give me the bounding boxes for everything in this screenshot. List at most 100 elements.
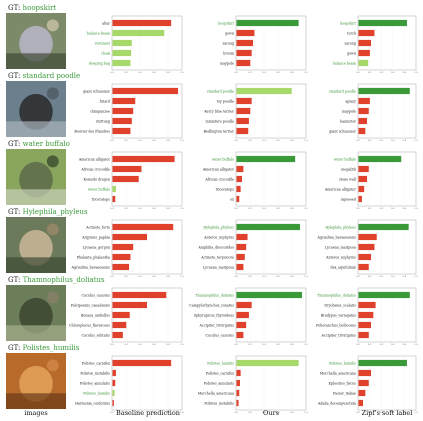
category-label: Agraulina_bavaenensis [71, 266, 111, 270]
x-tick-label: 0.0 [234, 207, 238, 210]
gt-title: GT: hoopskirt [8, 4, 56, 12]
x-tick-label: 0.0 [356, 71, 360, 74]
category-label: sarong [223, 42, 235, 46]
image-ground [6, 121, 66, 137]
bar [358, 301, 376, 309]
gt-class-name: hoopskirt [23, 4, 57, 12]
gt-title: GT: Hylephila_phyleus [8, 208, 88, 216]
x-tick-label: 0.8 [166, 275, 170, 278]
bar [358, 311, 374, 319]
x-tick-label: 0.4 [262, 207, 266, 210]
x-tick-label: 0.4 [379, 207, 383, 210]
result-row: GT: Polistes_humilis Polistes_carnifex Pol… [6, 344, 418, 414]
category-label: Polistes_humilis [329, 362, 356, 366]
category-label: standard poodle [207, 90, 234, 94]
bar [112, 175, 139, 183]
category-label: briard [100, 100, 111, 104]
bar [236, 389, 240, 397]
result-row: GT: standard poodle giant schnauzer briard… [6, 72, 418, 142]
image-detail [46, 87, 59, 100]
x-tick-label: 0.8 [290, 275, 294, 278]
bar [236, 379, 240, 387]
zipf-panel: Thamnophilus_doliatus Dryobates_scalaris B… [316, 287, 418, 346]
image-subject [19, 365, 53, 402]
x-tick-label: 0.6 [391, 411, 395, 414]
image-subject [19, 93, 53, 130]
bar [112, 379, 116, 387]
category-label: Adalia_decempunctata [317, 402, 356, 406]
category-label: giant schnauzer [83, 90, 110, 94]
category-label: Polioranchus_bellicosus [316, 324, 356, 328]
bar [112, 223, 174, 231]
x-tick-label: 0.6 [276, 411, 280, 414]
zipf-panel: water buffalo megalith stone wall American … [324, 151, 418, 210]
image-detail [46, 291, 59, 304]
bar [236, 127, 249, 135]
x-tick-label: 1.0 [414, 411, 418, 414]
bar [112, 49, 132, 57]
bar [358, 253, 372, 261]
x-tick-label: 0.4 [138, 139, 142, 142]
category-label: sleeping bag [89, 62, 111, 66]
category-label: Polistes_carnifex [82, 362, 110, 366]
baseline-panel: Actinote_forte Argynnis_paphia Lycaena_gor… [71, 219, 184, 278]
bar [358, 97, 370, 105]
gt-title: GT: Thamnophilus_doliatus [8, 276, 105, 284]
zipf-panel: Hylephila_phyleus Agraulina_bavaenensis Ly… [317, 219, 418, 278]
bar [236, 359, 299, 367]
bar [112, 291, 167, 299]
category-label: Polistes_annularis [204, 382, 234, 386]
baseline-panel: altar balance beam vestment cloak sleeping b… [87, 15, 184, 74]
bar [112, 195, 116, 203]
category-label: toy poodle [217, 100, 234, 104]
category-label: Cuculus_solitaris [81, 334, 110, 338]
x-tick-label: 0.6 [391, 275, 395, 278]
category-label: Polistes_instabilis [80, 372, 110, 376]
x-tick-label: 1.0 [180, 139, 184, 142]
bar [112, 321, 127, 329]
gt-prefix: GT: [8, 344, 23, 352]
bar [112, 97, 136, 105]
x-tick-label: 0.2 [124, 343, 128, 346]
x-tick-label: 1.0 [304, 71, 308, 74]
bar [112, 301, 147, 309]
bar [358, 107, 369, 115]
x-tick-label: 0.6 [391, 139, 395, 142]
x-tick-label: 1.0 [304, 275, 308, 278]
x-tick-label: 0.0 [234, 71, 238, 74]
category-label: miniature poodle [205, 120, 234, 124]
category-label: Thamnophilus_doliatus [195, 294, 234, 298]
x-tick-label: 0.4 [138, 207, 142, 210]
image-detail [46, 155, 59, 168]
example-image [6, 353, 66, 409]
bar [358, 263, 369, 271]
x-tick-label: 0.6 [276, 343, 280, 346]
x-tick-label: 0.8 [166, 207, 170, 210]
x-tick-label: 0.4 [262, 71, 266, 74]
column-header: Ours [263, 409, 279, 417]
x-tick-label: 0.4 [262, 343, 266, 346]
category-label: Hylephila_phyleus [325, 226, 356, 230]
ours-panel: hoopskirt gown sarong broom maypole 0.0 0.2 0.4… [218, 15, 308, 74]
x-tick-label: 1.0 [414, 275, 418, 278]
bar [112, 243, 134, 251]
x-tick-label: 0.4 [262, 275, 266, 278]
category-label: Komodo dragon [84, 178, 111, 182]
x-tick-label: 0.2 [248, 411, 252, 414]
x-tick-label: 0.2 [248, 343, 252, 346]
baseline-panel: Polistes_carnifex Polistes_instabilis Poli… [75, 355, 184, 414]
bar [358, 127, 366, 135]
category-label: sarong [345, 42, 357, 46]
x-tick-label: 0.4 [138, 343, 142, 346]
bar [236, 97, 252, 105]
category-label: Thamnophilus_doliatus [317, 294, 356, 298]
x-tick-label: 0.8 [403, 275, 407, 278]
bar [358, 291, 410, 299]
x-tick-label: 1.0 [180, 343, 184, 346]
bar [112, 29, 165, 37]
bar [236, 117, 249, 125]
x-tick-label: 0.0 [110, 207, 114, 210]
image-subject [19, 229, 53, 266]
x-tick-label: 0.6 [152, 343, 156, 346]
